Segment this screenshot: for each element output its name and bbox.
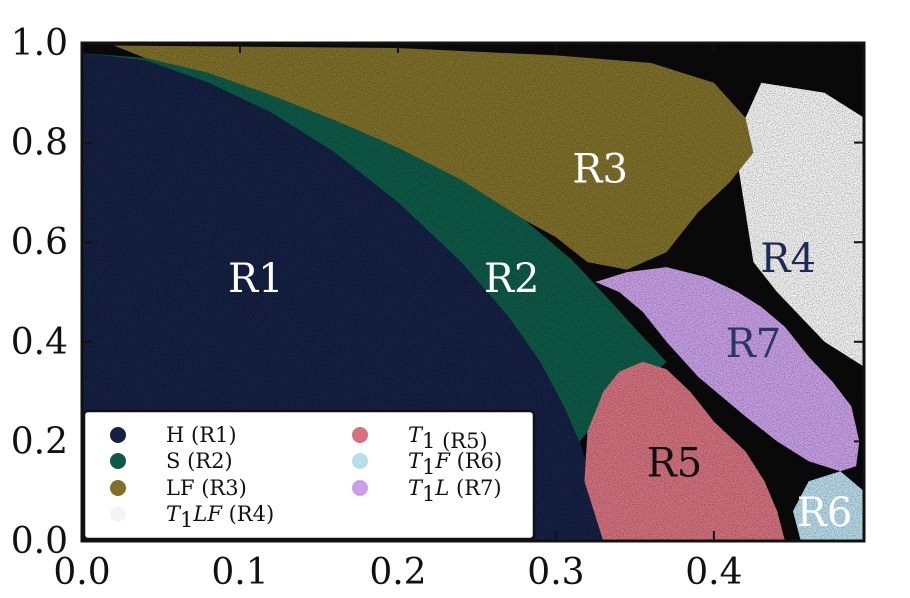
x-axis: 0.0 0.1 0.2 0.3 0.4 <box>53 43 743 593</box>
legend-marker-r3 <box>110 480 126 496</box>
x-tick-label: 0.1 <box>211 552 268 593</box>
legend-marker-r2 <box>110 453 126 469</box>
y-tick-label: 0.0 <box>11 521 68 562</box>
x-tick-label: 0.0 <box>53 552 110 593</box>
legend-symbol-rest: L <box>434 476 449 500</box>
legend-label-r5: T1 (R5) <box>408 423 488 453</box>
legend-symbol-rest: F <box>434 449 451 473</box>
y-tick-label: 0.8 <box>11 123 68 164</box>
legend-subscript: 1 <box>180 508 193 532</box>
region-label-r1: R1 <box>228 256 284 302</box>
legend-marker-r1 <box>110 427 126 443</box>
legend-label-r1: H (R1) <box>166 423 237 447</box>
legend-subscript: 1 <box>422 455 435 479</box>
legend-label-r6: T1F (R6) <box>408 449 502 479</box>
legend-region-id: (R1) <box>184 423 236 447</box>
region-label-r6: R6 <box>797 490 853 536</box>
legend-label-r4: T1LF (R4) <box>166 502 274 532</box>
legend-symbol: T <box>408 476 424 500</box>
region-labels: R1 R2 R3 R4 R5 R6 R7 <box>228 146 852 536</box>
legend-symbol: S <box>166 449 180 473</box>
legend-items: H (R1)S (R2)LF (R3)T1LF (R4)T1 (R5)T1F (… <box>110 423 502 532</box>
region-label-r4: R4 <box>760 236 816 282</box>
x-tick-label: 0.2 <box>369 552 426 593</box>
legend-marker-r5 <box>352 427 368 443</box>
legend-region-id: (R5) <box>435 429 487 453</box>
legend-label-r2: S (R2) <box>166 449 233 473</box>
x-tick-label: 0.4 <box>685 552 742 593</box>
region-label-r3: R3 <box>572 146 628 192</box>
legend-marker-r6 <box>352 453 368 469</box>
legend-symbol: T <box>166 502 182 526</box>
legend-region-id: (R7) <box>449 476 501 500</box>
legend-region-id: (R2) <box>180 449 232 473</box>
y-axis: 0.0 0.2 0.4 0.6 0.8 1.0 <box>11 23 864 562</box>
region-label-r5: R5 <box>647 440 703 486</box>
legend-label-r7: T1L (R7) <box>408 476 502 506</box>
y-tick-label: 0.6 <box>11 222 68 263</box>
x-tick-label: 0.3 <box>527 552 584 593</box>
y-tick-label: 0.2 <box>11 421 68 462</box>
legend-symbol: T <box>408 423 424 447</box>
legend-symbol-rest: LF <box>192 502 223 526</box>
legend-symbol: LF <box>166 476 195 500</box>
y-tick-label: 1.0 <box>11 23 68 64</box>
legend-subscript: 1 <box>422 429 435 453</box>
legend-region-id: (R6) <box>450 449 502 473</box>
legend-subscript: 1 <box>422 482 435 506</box>
legend-label-r3: LF (R3) <box>166 476 247 500</box>
plot-frame <box>80 41 866 543</box>
region-label-r2: R2 <box>484 256 540 302</box>
legend-symbol: T <box>408 449 424 473</box>
region-label-r7: R7 <box>726 321 782 367</box>
y-tick-label: 0.4 <box>11 322 68 363</box>
legend-marker-r4 <box>110 506 126 522</box>
legend-box <box>82 409 536 541</box>
legend-marker-r7 <box>352 480 368 496</box>
legend-symbol: H <box>166 423 184 447</box>
legend-region-id: (R3) <box>195 476 247 500</box>
legend: H (R1)S (R2)LF (R3)T1LF (R4)T1 (R5)T1F (… <box>82 409 536 541</box>
legend-region-id: (R4) <box>222 502 274 526</box>
